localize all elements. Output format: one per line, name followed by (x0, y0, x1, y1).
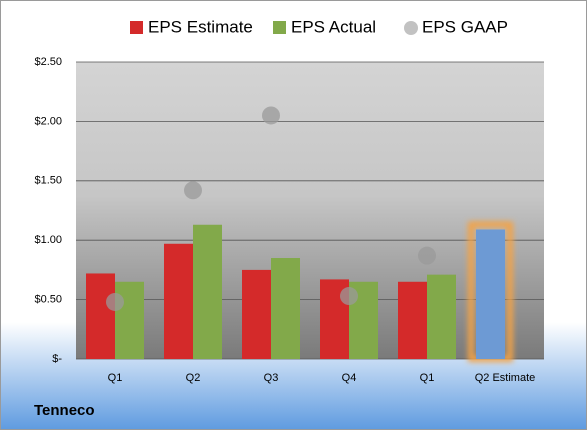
bar (193, 224, 222, 359)
bar (164, 243, 193, 359)
chart-title: Tenneco (34, 402, 95, 419)
y-tick-label: $2.50 (34, 56, 62, 68)
gaap-dot (340, 287, 358, 306)
bar (86, 273, 115, 359)
gaap-dot (418, 246, 436, 265)
legend-label: EPS Actual (291, 17, 376, 36)
gaap-dot (184, 181, 202, 200)
x-tick-label: Q1 (420, 372, 435, 384)
bar (427, 274, 456, 359)
bar (271, 258, 300, 359)
bar (242, 269, 271, 359)
bar (476, 229, 505, 359)
y-tick-label: $2.00 (34, 115, 62, 127)
y-tick-label: $- (52, 353, 62, 365)
plot-area (76, 62, 544, 359)
bar (398, 281, 427, 359)
legend-label: EPS Estimate (148, 17, 253, 36)
y-tick-label: $1.50 (34, 175, 62, 187)
y-tick-label: $0.50 (34, 294, 62, 306)
legend-swatch (130, 21, 143, 34)
y-tick-label: $1.00 (34, 234, 62, 246)
gaap-dot (106, 292, 124, 311)
legend-swatch (404, 21, 418, 35)
x-tick-label: Q4 (342, 372, 357, 384)
gaap-dot (262, 106, 280, 125)
x-tick-label: Q3 (264, 372, 279, 384)
legend-label: EPS GAAP (422, 17, 508, 36)
bar (115, 281, 144, 359)
x-tick-label: Q1 (108, 372, 123, 384)
x-tick-label: Q2 Estimate (475, 372, 536, 384)
x-tick-label: Q2 (186, 372, 201, 384)
legend-swatch (273, 21, 286, 34)
